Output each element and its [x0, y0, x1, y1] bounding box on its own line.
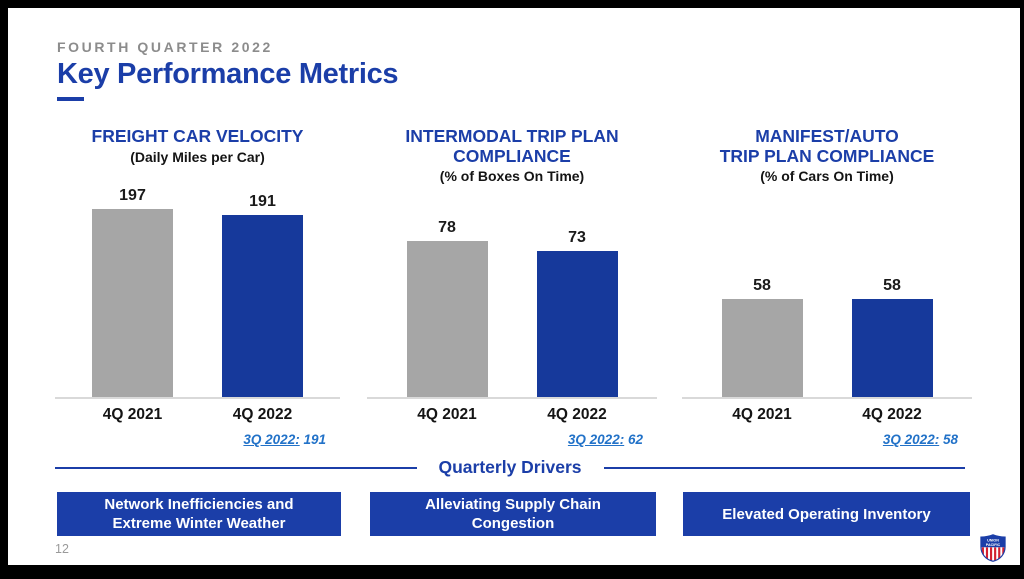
- logo-text-pacific: PACIFIC: [986, 543, 1001, 547]
- chart-intermodal-trip-plan-compliance: INTERMODAL TRIP PLAN COMPLIANCE (% of Bo…: [367, 126, 657, 447]
- chart-subtitle: (% of Boxes On Time): [439, 168, 585, 185]
- prior-quarter-note: 3Q 2022: 58: [682, 432, 972, 447]
- bar-4q2022: [536, 251, 618, 397]
- chart-subtitle: (% of Cars On Time): [760, 168, 894, 185]
- chart-freight-car-velocity: FREIGHT CAR VELOCITY (Daily Miles per Ca…: [55, 126, 340, 447]
- divider-line-right: [603, 466, 965, 469]
- bar-4q2022: [222, 215, 303, 397]
- bar-4q2021: [721, 298, 803, 397]
- quarterly-drivers-heading: Quarterly Drivers: [438, 457, 582, 477]
- chart-title: FREIGHT CAR VELOCITY: [91, 126, 304, 146]
- logo-text-union: UNION: [987, 539, 999, 543]
- category-labels: 4Q 2021 4Q 2022: [682, 406, 972, 424]
- category-labels: 4Q 2021 4Q 2022: [367, 406, 657, 424]
- bar-value-label: 78: [438, 219, 456, 236]
- chart-title: MANIFEST/AUTO TRIP PLAN COMPLIANCE: [719, 126, 935, 166]
- note-value: 191: [303, 432, 326, 447]
- title-underline: [57, 97, 84, 101]
- driver-box-operating-inventory: Elevated Operating Inventory: [683, 492, 970, 536]
- union-pacific-shield-icon: UNION PACIFIC: [980, 534, 1006, 562]
- bar-value-label: 58: [753, 276, 771, 294]
- note-value: 62: [627, 432, 643, 447]
- bar-value-label: 197: [119, 187, 146, 205]
- category-label: 4Q 2022: [547, 406, 607, 423]
- bar-4q2021: [406, 241, 488, 397]
- category-label: 4Q 2021: [417, 406, 477, 423]
- divider-line-left: [55, 466, 417, 469]
- chart-title: INTERMODAL TRIP PLAN COMPLIANCE: [405, 126, 619, 166]
- chart-header: INTERMODAL TRIP PLAN COMPLIANCE (% of Bo…: [367, 126, 657, 197]
- driver-box-label: Elevated Operating Inventory: [722, 505, 931, 523]
- bar-value-label: 191: [249, 193, 276, 211]
- chart-subtitle: (Daily Miles per Car): [130, 148, 265, 165]
- bar-4q2021: [92, 209, 173, 397]
- prior-quarter-note: 3Q 2022: 191: [55, 432, 340, 447]
- bar-group-4q2022: 191: [222, 193, 303, 397]
- eyebrow-text: FOURTH QUARTER 2022: [57, 39, 273, 55]
- bar-group-4q2021: 58: [721, 197, 803, 397]
- category-label: 4Q 2021: [732, 406, 792, 423]
- category-labels: 4Q 2021 4Q 2022: [55, 406, 340, 424]
- bar-group-4q2021: 197: [92, 187, 173, 397]
- category-label: 4Q 2021: [102, 406, 163, 423]
- chart-header: FREIGHT CAR VELOCITY (Daily Miles per Ca…: [55, 126, 340, 197]
- driver-box-label: Network Inefficiencies and Extreme Winte…: [104, 496, 294, 532]
- bar-group-4q2022: 58: [851, 197, 933, 397]
- page-number: 12: [55, 542, 69, 556]
- driver-box-supply-chain: Alleviating Supply Chain Congestion: [370, 492, 656, 536]
- note-label: 3Q 2022:: [243, 432, 300, 447]
- bar-group-4q2022: 73: [536, 197, 618, 397]
- page-title: Key Performance Metrics: [57, 58, 399, 90]
- bar-group-4q2021: 78: [406, 197, 488, 397]
- prior-quarter-note: 3Q 2022: 62: [367, 432, 657, 447]
- bar-4q2022: [851, 298, 933, 397]
- note-label: 3Q 2022:: [882, 432, 940, 447]
- quarterly-drivers-divider: Quarterly Drivers: [55, 457, 965, 478]
- slide: FOURTH QUARTER 2022 Key Performance Metr…: [8, 8, 1020, 565]
- plot-area: 197 191: [55, 187, 340, 399]
- category-label: 4Q 2022: [232, 406, 293, 423]
- plot-area: 58 58: [682, 197, 972, 399]
- driver-box-network-inefficiencies: Network Inefficiencies and Extreme Winte…: [57, 492, 341, 536]
- bar-value-label: 58: [883, 276, 901, 294]
- bar-value-label: 73: [568, 229, 586, 246]
- driver-box-label: Alleviating Supply Chain Congestion: [425, 496, 601, 532]
- category-label: 4Q 2022: [862, 406, 922, 423]
- chart-header: MANIFEST/AUTO TRIP PLAN COMPLIANCE (% of…: [682, 126, 972, 197]
- plot-area: 78 73: [367, 197, 657, 399]
- note-label: 3Q 2022:: [567, 432, 625, 447]
- note-value: 58: [942, 432, 958, 447]
- chart-manifest-auto-trip-plan-compliance: MANIFEST/AUTO TRIP PLAN COMPLIANCE (% of…: [682, 126, 972, 447]
